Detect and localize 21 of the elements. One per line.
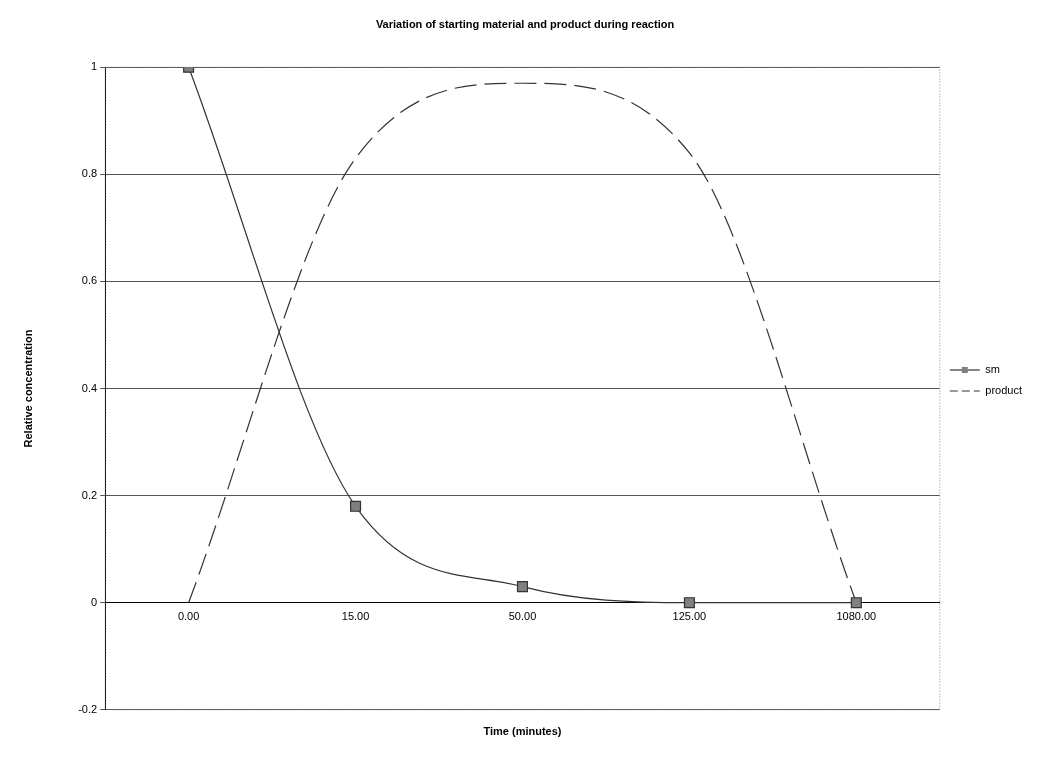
point — [850, 597, 862, 609]
legend-label: product — [985, 384, 1023, 397]
point — [683, 597, 695, 609]
x-tick-label: 15.00 — [341, 610, 370, 623]
chart-title: Variation of starting material and product during reaction — [375, 17, 675, 30]
y-tick-label: 1 — [91, 60, 98, 73]
y-tick-label: 0 — [91, 595, 98, 608]
y-axis-title: Relative concentration — [21, 329, 34, 448]
point — [350, 500, 362, 512]
x-tick-label: 125.00 — [672, 610, 707, 623]
x-tick-label: 50.00 — [508, 610, 537, 623]
legend-label: sm — [985, 363, 1000, 376]
x-tick-label: 1080.00 — [836, 610, 877, 623]
x-axis-title: Time (minutes) — [483, 725, 562, 738]
y-tick-label: 0.8 — [81, 167, 98, 180]
y-tick-label: 0.6 — [81, 274, 98, 287]
y-tick-label: 0.4 — [81, 381, 98, 394]
x-tick-label: 0.00 — [177, 610, 200, 623]
y-tick-label: 0.2 — [81, 488, 98, 501]
y-tick-label: -0.2 — [78, 702, 98, 715]
point — [516, 581, 529, 593]
